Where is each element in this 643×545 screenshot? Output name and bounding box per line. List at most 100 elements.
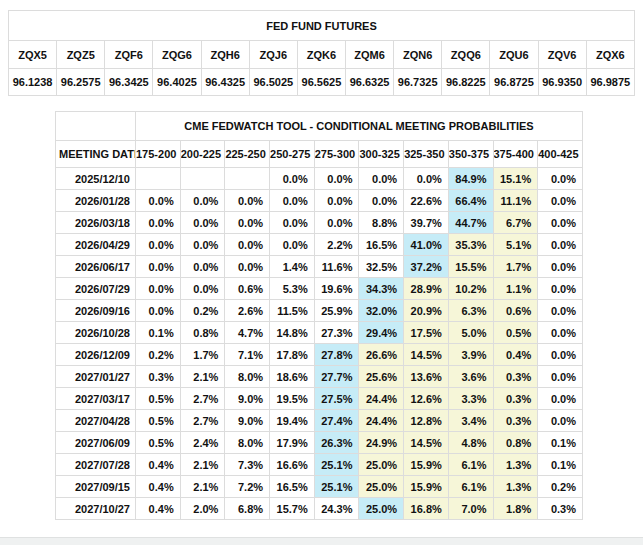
probability-cell: 3.6%	[448, 366, 493, 388]
probability-cell: 0.0%	[180, 256, 225, 278]
probability-cell: 20.9%	[404, 300, 449, 322]
contract-code: ZQN6	[394, 41, 442, 69]
probability-cell: 16.5%	[359, 234, 404, 256]
contract-price: 96.7325	[394, 69, 442, 96]
probability-cell: 0.0%	[136, 278, 181, 300]
probability-cell: 1.3%	[493, 454, 538, 476]
probability-cell: 0.0%	[359, 190, 404, 212]
probability-cell: 0.2%	[136, 344, 181, 366]
probability-cell: 7.1%	[225, 344, 270, 366]
probability-cell: 7.2%	[225, 476, 270, 498]
meeting-date-cell: 2026/07/29	[56, 278, 136, 300]
probability-cell: 0.0%	[270, 190, 315, 212]
probability-cell: 16.8%	[404, 498, 449, 520]
probability-cell: 0.2%	[180, 300, 225, 322]
probability-cell: 1.7%	[493, 256, 538, 278]
probability-cell: 5.1%	[493, 234, 538, 256]
probability-cell: 12.6%	[404, 388, 449, 410]
meeting-date-cell: 2026/01/28	[56, 190, 136, 212]
probability-cell: 27.5%	[314, 388, 359, 410]
probability-cell: 0.0%	[538, 168, 583, 190]
probability-cell: 25.6%	[359, 366, 404, 388]
probability-cell: 0.0%	[180, 190, 225, 212]
probability-cell: 15.1%	[493, 168, 538, 190]
fedwatch-header-row: MEETING DATE 175-200200-225225-250250-27…	[56, 141, 583, 168]
probability-cell: 25.0%	[359, 498, 404, 520]
probability-cell: 0.0%	[538, 212, 583, 234]
probability-cell: 8.8%	[359, 212, 404, 234]
probability-cell: 0.0%	[538, 234, 583, 256]
probability-cell: 4.7%	[225, 322, 270, 344]
probability-cell: 27.8%	[314, 344, 359, 366]
probability-cell: 0.6%	[493, 300, 538, 322]
probability-cell: 39.7%	[404, 212, 449, 234]
rate-range-header: 175-200	[136, 141, 181, 168]
probability-cell: 0.0%	[359, 168, 404, 190]
probability-cell: 0.5%	[136, 432, 181, 454]
contract-code: ZQX5	[9, 41, 57, 69]
meeting-date-cell: 2025/12/10	[56, 168, 136, 190]
meeting-row: 2026/10/280.1%0.8%4.7%14.8%27.3%29.4%17.…	[56, 322, 583, 344]
contract-price: 96.5625	[297, 69, 345, 96]
fedwatch-section: CME FEDWATCH TOOL - CONDITIONAL MEETING …	[55, 111, 583, 520]
probability-cell	[136, 168, 181, 190]
fedwatch-page: FED FUND FUTURES ZQX5ZQZ5ZQF6ZQG6ZQH6ZQJ…	[0, 0, 643, 545]
probability-cell: 41.0%	[404, 234, 449, 256]
probability-cell: 0.4%	[136, 498, 181, 520]
probability-cell: 32.0%	[359, 300, 404, 322]
meeting-date-cell: 2026/04/29	[56, 234, 136, 256]
probability-cell: 0.0%	[270, 234, 315, 256]
contract-price: 96.2575	[57, 69, 105, 96]
fed-fund-futures-section: FED FUND FUTURES ZQX5ZQZ5ZQF6ZQG6ZQH6ZQJ…	[8, 10, 635, 96]
contract-price: 96.9875	[586, 69, 634, 96]
meeting-row: 2026/04/290.0%0.0%0.0%0.0%2.2%16.5%41.0%…	[56, 234, 583, 256]
probability-cell: 0.3%	[493, 410, 538, 432]
probability-cell: 15.9%	[404, 454, 449, 476]
probability-cell: 2.0%	[180, 498, 225, 520]
probability-cell: 25.9%	[314, 300, 359, 322]
probability-cell: 13.6%	[404, 366, 449, 388]
probability-cell: 0.5%	[493, 322, 538, 344]
meeting-date-cell: 2027/03/17	[56, 388, 136, 410]
probability-cell: 9.0%	[225, 388, 270, 410]
probability-cell: 0.5%	[136, 410, 181, 432]
meeting-row: 2027/07/280.4%2.1%7.3%16.6%25.1%25.0%15.…	[56, 454, 583, 476]
probability-cell: 3.3%	[448, 388, 493, 410]
probability-cell: 22.6%	[404, 190, 449, 212]
probability-cell: 0.0%	[136, 234, 181, 256]
probability-cell: 0.0%	[538, 344, 583, 366]
probability-cell: 9.0%	[225, 410, 270, 432]
probability-cell: 2.7%	[180, 388, 225, 410]
probability-cell: 5.3%	[270, 278, 315, 300]
probability-cell: 0.0%	[538, 190, 583, 212]
probability-cell: 44.7%	[448, 212, 493, 234]
probability-cell: 0.0%	[180, 212, 225, 234]
probability-cell: 0.6%	[225, 278, 270, 300]
rate-range-header: 250-275	[270, 141, 315, 168]
probability-cell: 0.0%	[180, 234, 225, 256]
probability-cell: 6.3%	[448, 300, 493, 322]
probability-cell: 6.1%	[448, 476, 493, 498]
contract-code: ZQF6	[105, 41, 153, 69]
probability-cell: 27.7%	[314, 366, 359, 388]
probability-cell: 6.1%	[448, 454, 493, 476]
horizontal-scrollbar-track[interactable]	[0, 537, 643, 545]
contract-price: 96.6325	[345, 69, 393, 96]
probability-cell: 0.1%	[136, 322, 181, 344]
meeting-row: 2026/01/280.0%0.0%0.0%0.0%0.0%0.0%22.6%6…	[56, 190, 583, 212]
probability-cell: 6.7%	[493, 212, 538, 234]
probability-cell: 0.0%	[136, 212, 181, 234]
probability-cell: 0.3%	[493, 388, 538, 410]
meeting-date-cell: 2027/07/28	[56, 454, 136, 476]
fedwatch-probabilities-table: CME FEDWATCH TOOL - CONDITIONAL MEETING …	[55, 111, 583, 520]
probability-cell: 0.0%	[225, 234, 270, 256]
meeting-row: 2027/03/170.5%2.7%9.0%19.5%27.5%24.4%12.…	[56, 388, 583, 410]
meeting-date-cell: 2026/03/18	[56, 212, 136, 234]
contract-code: ZQM6	[345, 41, 393, 69]
probability-cell: 11.5%	[270, 300, 315, 322]
probability-cell: 19.6%	[314, 278, 359, 300]
probability-cell: 5.0%	[448, 322, 493, 344]
probability-cell: 0.0%	[270, 212, 315, 234]
meeting-row: 2027/09/150.4%2.1%7.2%16.5%25.1%25.0%15.…	[56, 476, 583, 498]
probability-cell: 2.2%	[314, 234, 359, 256]
